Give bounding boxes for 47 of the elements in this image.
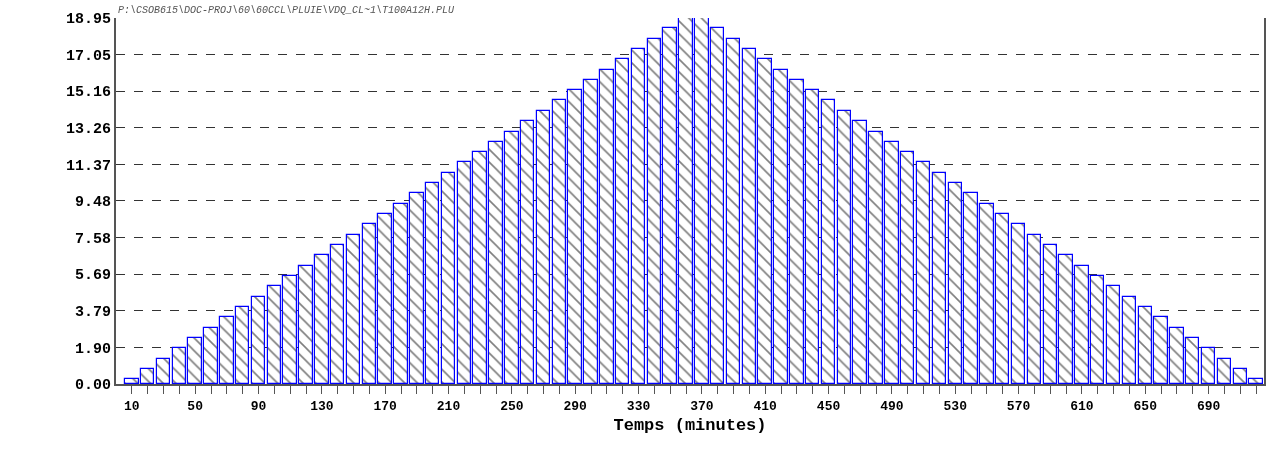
bar xyxy=(1121,295,1136,384)
bar xyxy=(820,98,835,384)
x-tick-label: 570 xyxy=(1006,398,1031,414)
y-tick-label: 0.00 xyxy=(74,377,111,395)
x-tick-label: 650 xyxy=(1133,398,1158,414)
bar xyxy=(1200,346,1215,384)
x-tick-label: 290 xyxy=(563,398,588,414)
x-tick-label: 610 xyxy=(1070,398,1094,414)
bar xyxy=(725,37,740,384)
y-tick-label: 9.48 xyxy=(74,194,111,212)
x-tick-label: 330 xyxy=(626,398,651,414)
y-tick-label: 18.95 xyxy=(65,11,111,29)
bar xyxy=(1216,357,1231,384)
bar xyxy=(1026,233,1041,384)
bar xyxy=(1010,222,1025,384)
y-tick-label: 1.90 xyxy=(74,340,111,358)
y-tick-label: 3.79 xyxy=(74,304,111,322)
x-tick-label: 530 xyxy=(943,398,968,414)
x-tick-label: 490 xyxy=(880,398,904,414)
bar xyxy=(250,295,265,384)
y-tick-label: 17.05 xyxy=(65,47,111,65)
x-tick-label: 170 xyxy=(373,398,398,414)
x-tick-label: 130 xyxy=(310,398,334,414)
x-tick-label: 10 xyxy=(124,398,140,414)
y-tick-label: 13.26 xyxy=(65,121,111,139)
bar xyxy=(155,357,170,384)
y-tick-label: 11.37 xyxy=(65,157,111,175)
bar xyxy=(345,233,360,384)
bar xyxy=(1105,284,1120,384)
bar xyxy=(535,109,550,384)
x-tick-label: 250 xyxy=(500,398,524,414)
x-tick-label: 210 xyxy=(436,398,461,414)
y-tick-label: 5.69 xyxy=(74,267,111,285)
x-axis-title: Temps (minutes) xyxy=(613,416,767,436)
x-tick-label: 90 xyxy=(250,398,267,414)
y-tick-label: 15.16 xyxy=(65,84,111,102)
x-tick-label: 690 xyxy=(1196,398,1221,414)
x-tick-label: 450 xyxy=(816,398,841,414)
bar xyxy=(440,171,455,384)
bar xyxy=(915,160,930,384)
x-tick-label: 370 xyxy=(690,398,714,414)
bar xyxy=(931,171,946,384)
bar xyxy=(630,47,645,384)
text: P:\CSOB615\DOC-PROJ\60\60CCL\PLUIE\VDQ_CL~1\T100A12H.PLU xyxy=(118,5,456,16)
y-tick-label: 7.58 xyxy=(74,230,111,248)
x-tick-label: 50 xyxy=(187,398,204,414)
x-tick-label: 410 xyxy=(753,398,778,414)
